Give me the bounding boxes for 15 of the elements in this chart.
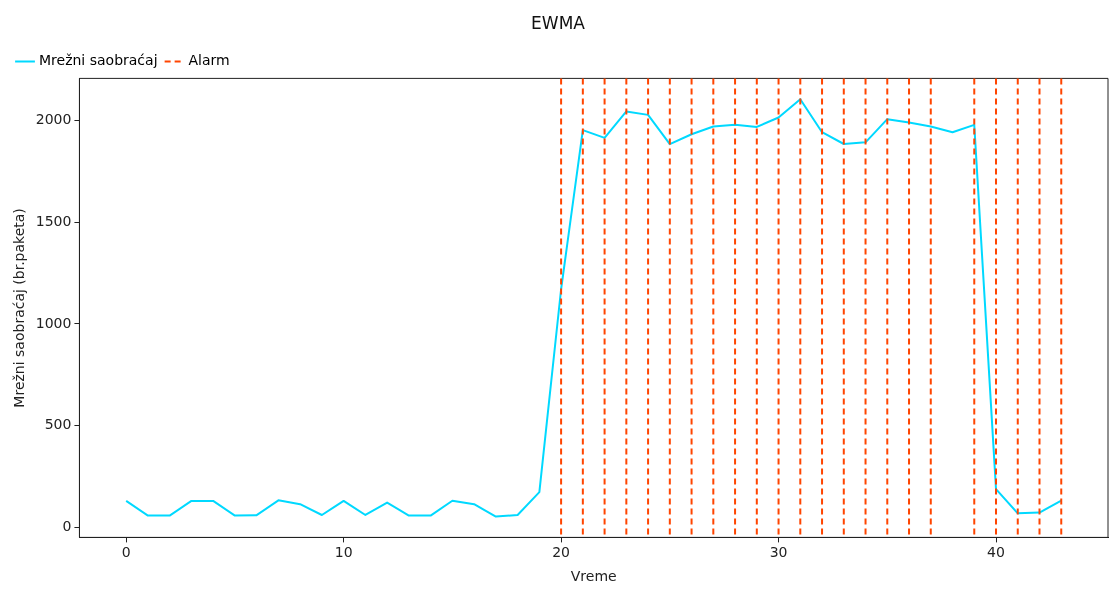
y-tick-label: 500: [44, 416, 72, 433]
y-tick-label: 1500: [35, 212, 72, 229]
chart-title: EWMA: [531, 12, 586, 33]
y-tick-label: 2000: [35, 110, 72, 127]
y-tick-label: 0: [62, 518, 72, 535]
legend-label: Alarm: [188, 52, 230, 69]
x-tick-label: 20: [552, 544, 571, 561]
legend-label: Mrežni saobraćaj: [39, 52, 158, 69]
x-tick-label: 30: [769, 544, 788, 561]
y-axis-title: Mrežni saobraćaj (br.paketa): [11, 208, 28, 408]
x-axis-title: Vreme: [570, 568, 617, 585]
y-tick-label: 1000: [35, 314, 72, 331]
x-tick-label: 0: [121, 544, 131, 561]
x-tick-label: 10: [334, 544, 353, 561]
x-tick-label: 40: [987, 544, 1005, 561]
